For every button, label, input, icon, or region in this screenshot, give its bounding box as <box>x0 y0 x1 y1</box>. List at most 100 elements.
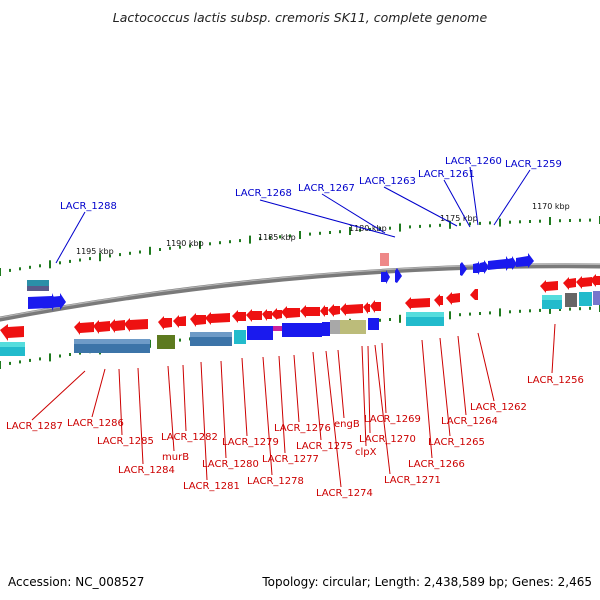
forward-gene[interactable] <box>460 262 467 276</box>
minor-tick <box>79 258 81 262</box>
minor-tick <box>469 312 471 316</box>
reverse-gene[interactable] <box>173 315 186 328</box>
minor-tick <box>319 231 321 235</box>
gene-label[interactable]: LACR_1284 <box>118 465 175 476</box>
gene-label[interactable]: LACR_1259 <box>505 159 562 170</box>
gene-label[interactable]: murB <box>162 452 189 463</box>
reverse-gene[interactable] <box>273 326 282 331</box>
reverse-gene[interactable] <box>370 300 381 313</box>
gene-label[interactable]: LACR_1263 <box>359 176 416 187</box>
gene-label[interactable]: LACR_1275 <box>296 441 353 452</box>
reverse-gene[interactable] <box>262 309 272 321</box>
leader-line <box>551 323 556 374</box>
minor-tick <box>429 224 431 228</box>
reverse-gene[interactable] <box>446 292 460 305</box>
reverse-gene[interactable] <box>368 318 379 330</box>
reverse-gene[interactable] <box>246 309 262 322</box>
forward-gene[interactable] <box>28 293 56 311</box>
forward-gene[interactable] <box>516 253 534 268</box>
map-title: Lactococcus lactis subsp. cremoris SK11,… <box>113 10 488 25</box>
minor-tick <box>89 257 91 261</box>
gene-label[interactable]: clpX <box>355 447 377 458</box>
reverse-gene[interactable] <box>282 323 322 337</box>
gene-label[interactable]: LACR_1261 <box>418 169 475 180</box>
forward-gene[interactable] <box>488 256 511 271</box>
reverse-gene[interactable] <box>0 324 24 341</box>
reverse-gene[interactable] <box>328 304 340 317</box>
forward-gene[interactable] <box>473 261 482 275</box>
major-tick <box>399 223 401 232</box>
gene-label[interactable]: LACR_1256 <box>527 375 584 386</box>
gene-label[interactable]: LACR_1264 <box>441 416 498 427</box>
major-tick <box>449 311 451 320</box>
reverse-gene[interactable] <box>247 326 273 340</box>
gene-label[interactable]: LACR_1267 <box>298 183 355 194</box>
gene-label[interactable]: LACR_1280 <box>202 459 259 470</box>
gene-label[interactable]: LACR_1268 <box>235 188 292 199</box>
minor-tick <box>9 268 11 272</box>
reverse-gene[interactable] <box>540 280 558 293</box>
reverse-gene[interactable] <box>322 322 330 336</box>
forward-gene[interactable] <box>50 293 66 310</box>
gene-label[interactable]: LACR_1278 <box>247 476 304 487</box>
minor-tick <box>509 310 511 314</box>
gene-label[interactable]: LACR_1282 <box>161 432 218 443</box>
gene-label[interactable]: LACR_1281 <box>183 481 240 492</box>
accession-text: Accession: NC_008527 <box>8 575 144 589</box>
minor-tick <box>479 221 481 225</box>
reverse-gene[interactable] <box>271 308 282 320</box>
gene-label[interactable]: LACR_1276 <box>274 423 331 434</box>
forward-gene[interactable] <box>395 268 402 283</box>
minor-tick <box>209 242 211 246</box>
reverse-gene[interactable] <box>109 319 125 333</box>
reverse-gene[interactable] <box>281 306 300 319</box>
reverse-gene[interactable] <box>576 276 592 289</box>
gene-label[interactable]: LACR_1285 <box>97 436 154 447</box>
reverse-gene[interactable] <box>232 310 246 323</box>
reverse-gene[interactable] <box>590 274 600 287</box>
gene-label[interactable]: LACR_1265 <box>428 437 485 448</box>
gene-label[interactable]: LACR_1286 <box>67 418 124 429</box>
reverse-gene[interactable] <box>405 297 430 310</box>
forward-gene[interactable] <box>381 270 390 284</box>
minor-tick <box>389 226 391 230</box>
gene-label[interactable]: LACR_1262 <box>470 402 527 413</box>
reverse-gene[interactable] <box>434 294 443 307</box>
leader-line <box>31 370 86 421</box>
minor-tick <box>239 239 241 243</box>
reverse-gene[interactable] <box>158 316 172 330</box>
reverse-gene[interactable] <box>563 277 576 290</box>
reverse-gene[interactable] <box>190 313 206 327</box>
minor-tick <box>139 250 141 254</box>
gene-label[interactable]: LACR_1287 <box>6 421 63 432</box>
reverse-gene[interactable] <box>74 321 94 335</box>
gene-label[interactable]: LACR_1269 <box>364 414 421 425</box>
forward-gene[interactable] <box>480 260 489 274</box>
reverse-gene[interactable] <box>93 320 110 334</box>
gene-label[interactable]: LACR_1274 <box>316 488 373 499</box>
reverse-gene[interactable] <box>300 305 320 318</box>
leader-line <box>312 351 322 441</box>
minor-tick <box>29 358 31 362</box>
gene-label[interactable]: engB <box>334 419 360 430</box>
major-tick <box>399 314 401 323</box>
gene-label[interactable]: LACR_1277 <box>262 454 319 465</box>
gene-label[interactable]: LACR_1271 <box>384 475 441 486</box>
gene-label[interactable]: LACR_1266 <box>408 459 465 470</box>
minor-tick <box>359 228 361 232</box>
gene-label[interactable]: LACR_1288 <box>60 201 117 212</box>
reverse-gene[interactable] <box>470 289 478 300</box>
gene-label[interactable]: LACR_1279 <box>222 437 279 448</box>
reverse-gene[interactable] <box>205 312 230 325</box>
reverse-gene[interactable] <box>124 318 148 332</box>
reverse-gene[interactable] <box>340 303 363 316</box>
major-tick <box>199 240 201 249</box>
gene-label[interactable]: LACR_1260 <box>445 156 502 167</box>
gene-label[interactable]: LACR_1270 <box>359 434 416 445</box>
minor-tick <box>469 222 471 226</box>
reverse-gene[interactable] <box>363 302 370 314</box>
forward-gene[interactable] <box>508 256 517 270</box>
minor-tick <box>529 220 531 223</box>
minor-tick <box>379 227 381 231</box>
reverse-gene[interactable] <box>320 305 328 317</box>
